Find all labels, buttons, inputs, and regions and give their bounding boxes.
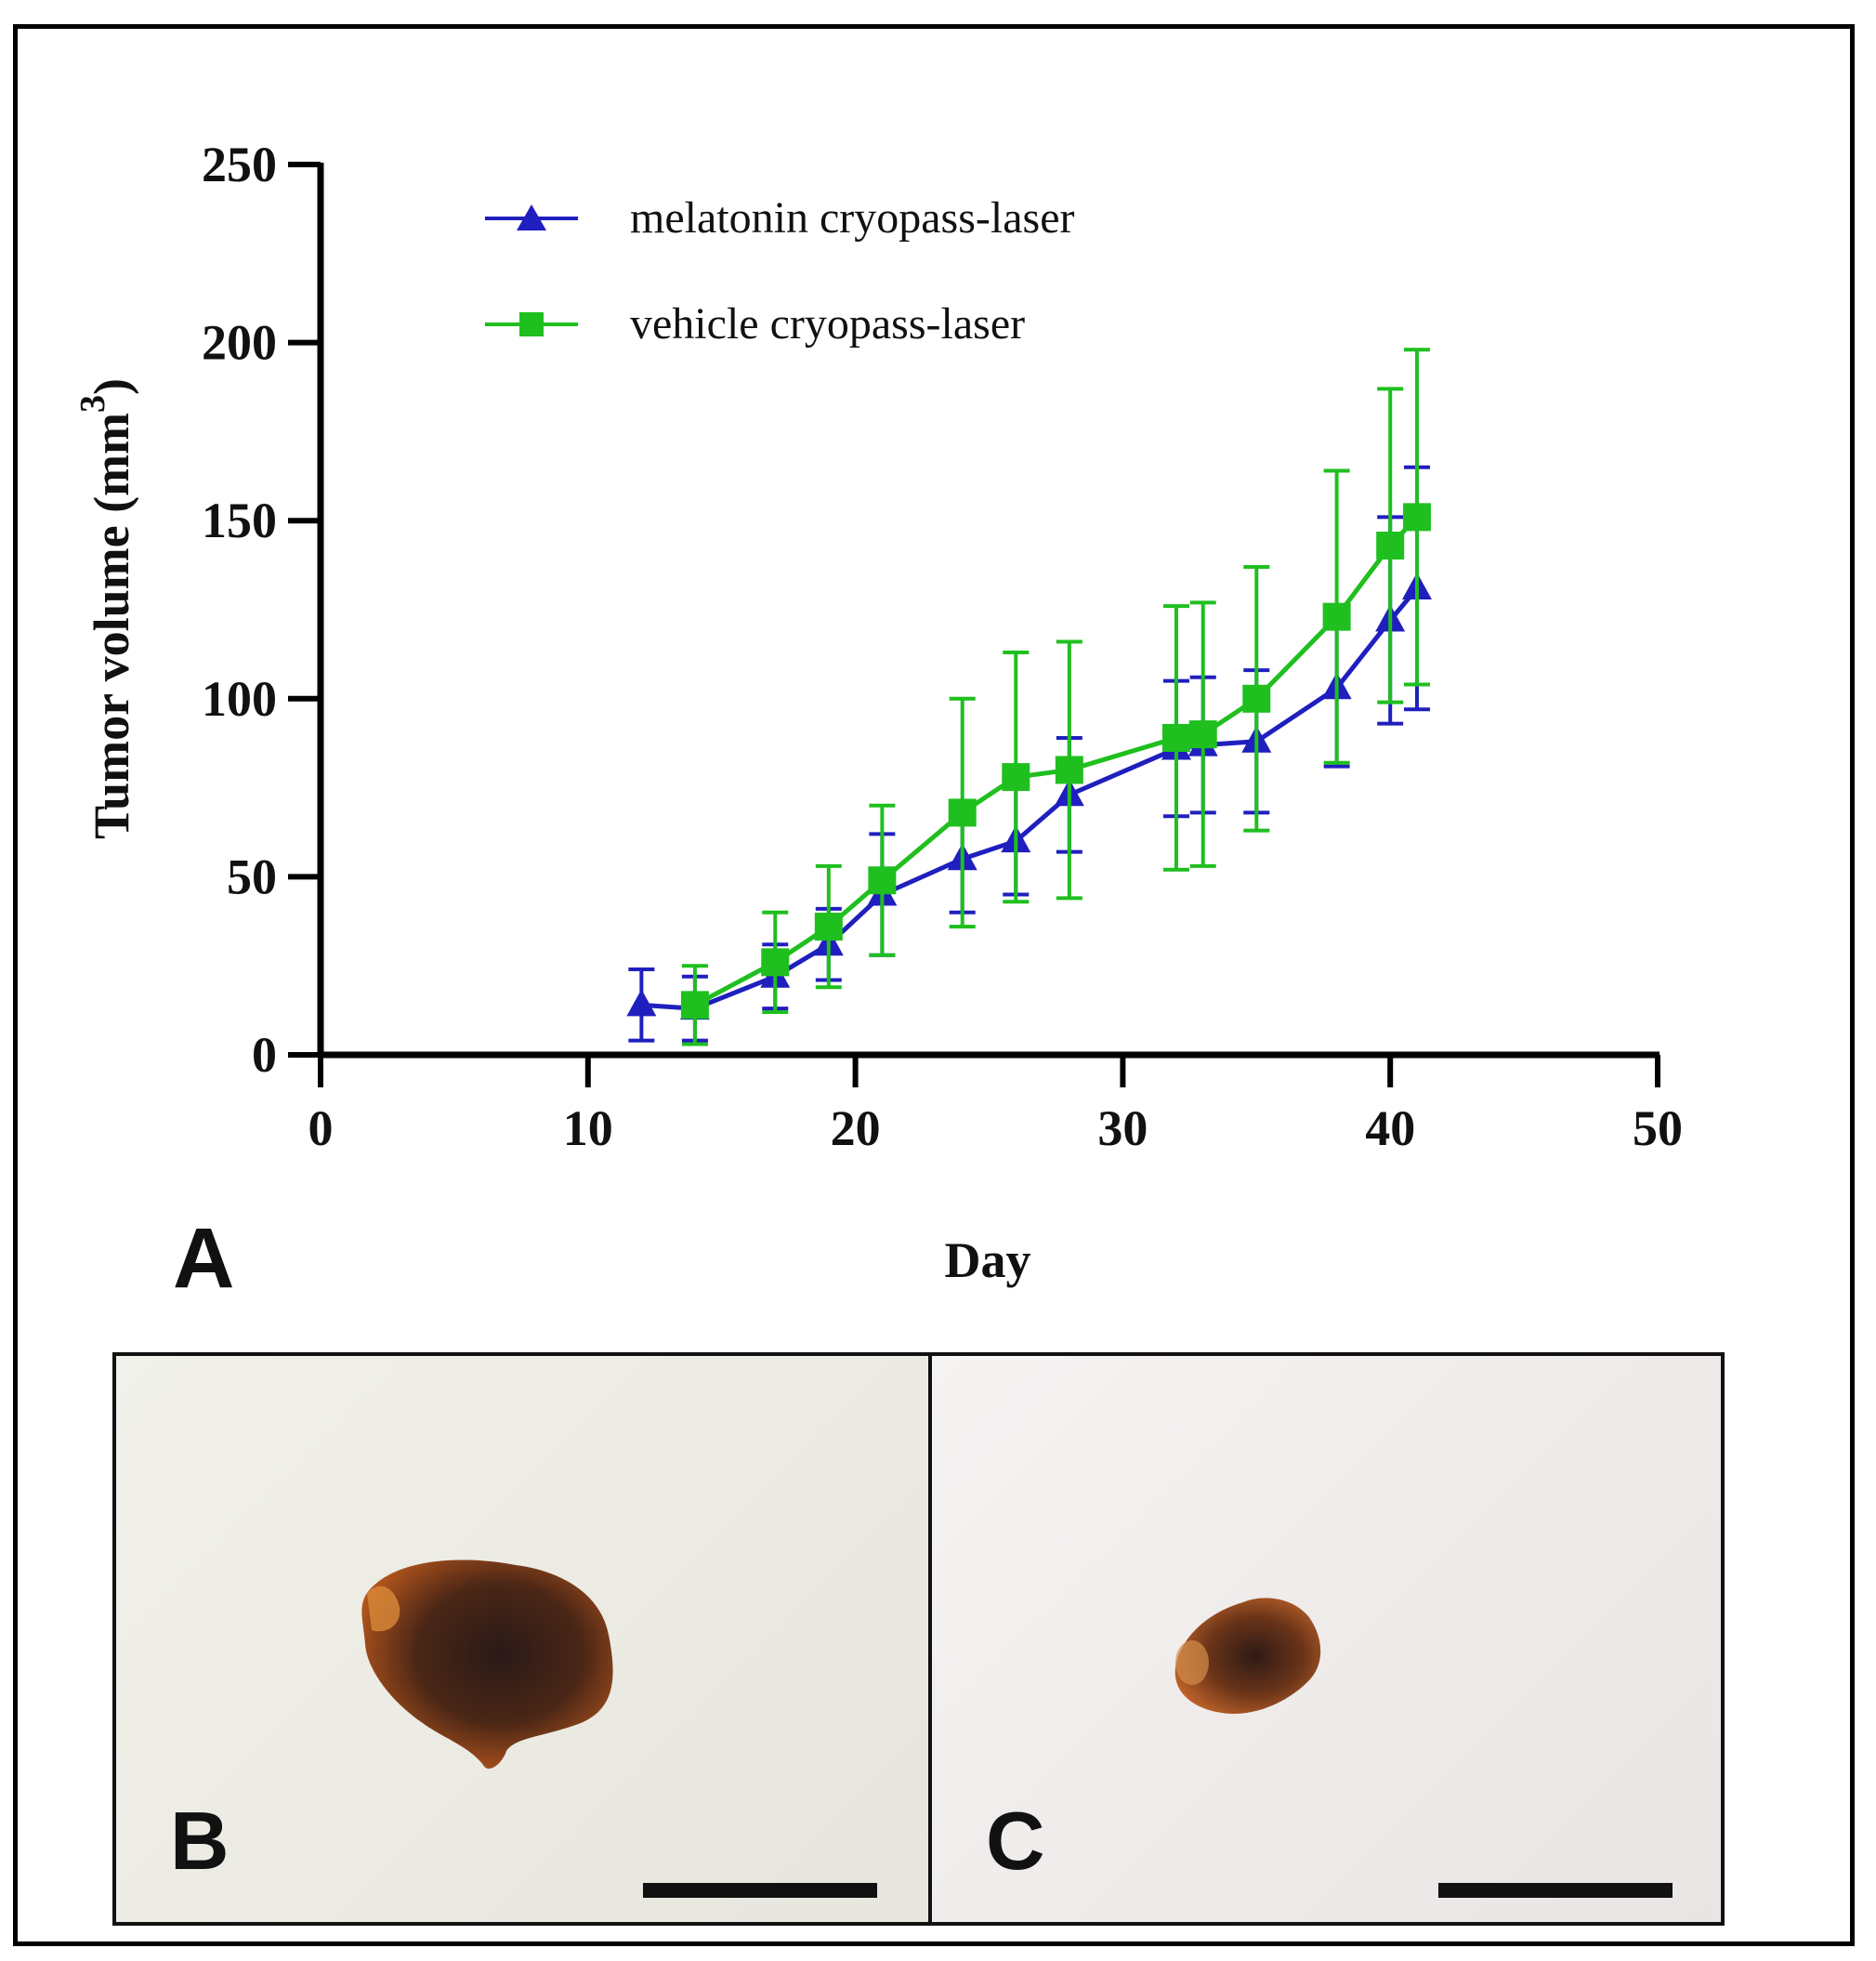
series-vehicle [680,348,1431,1046]
data-point-square [1376,532,1405,560]
panel-label-c: C [986,1795,1045,1887]
legend: melatonin cryopass-laser vehicle cryopas… [485,193,1075,349]
legend-label-vehicle: vehicle cryopass-laser [630,299,1025,349]
x-axis-title: Day [945,1232,1031,1288]
data-point-square [814,913,843,941]
data-point-square [1242,684,1271,713]
photo-panel-c: C [928,1352,1725,1926]
y-tick-label: 100 [202,671,277,727]
legend-triangle-marker [517,204,546,230]
data-point-triangle [626,989,657,1017]
y-tick-label: 0 [252,1027,277,1083]
x-tick-label: 0 [308,1100,334,1156]
y-tick-label: 250 [202,137,277,192]
panel-label-a: A [173,1211,234,1306]
tumor-highlight-c [1175,1640,1209,1685]
panel-label-b: B [170,1795,230,1887]
data-point-square [680,991,709,1020]
legend-label-melatonin: melatonin cryopass-laser [630,193,1075,243]
legend-square-marker [519,312,544,336]
data-point-square [1188,720,1217,749]
scale-bar-c [1438,1883,1673,1898]
chart-series-layer [626,348,1432,1046]
tumor-specimen-c [1174,1598,1321,1714]
data-point-square [1002,763,1030,792]
y-axis-title: Tumor volume (mm3) [73,378,139,839]
photo-panel-b: B [112,1352,932,1926]
data-point-square [948,798,977,827]
scale-bar-b [643,1883,877,1898]
x-tick-label: 50 [1633,1100,1683,1156]
data-point-square [761,948,790,977]
tumor-highlight-b [367,1586,400,1632]
y-tick-label: 200 [202,315,277,371]
data-point-square [1402,503,1431,532]
x-tick-label: 10 [563,1100,613,1156]
x-tick-label: 30 [1097,1100,1148,1156]
tumor-specimen-b [361,1560,613,1770]
data-point-square [1322,602,1351,631]
chart-axes: 0 10 20 30 40 50 0 50 100 150 200 250 [202,137,1683,1156]
series-melatonin [626,465,1432,1043]
data-point-square [1161,723,1190,752]
tumor-volume-chart: 0 10 20 30 40 50 0 50 100 150 200 250 Day Tumor vol… [73,137,1683,1306]
data-point-square [1055,756,1083,784]
y-tick-label: 150 [202,493,277,548]
x-tick-label: 40 [1365,1100,1415,1156]
data-point-square [868,866,897,895]
y-tick-label: 50 [227,849,277,904]
x-tick-label: 20 [831,1100,881,1156]
